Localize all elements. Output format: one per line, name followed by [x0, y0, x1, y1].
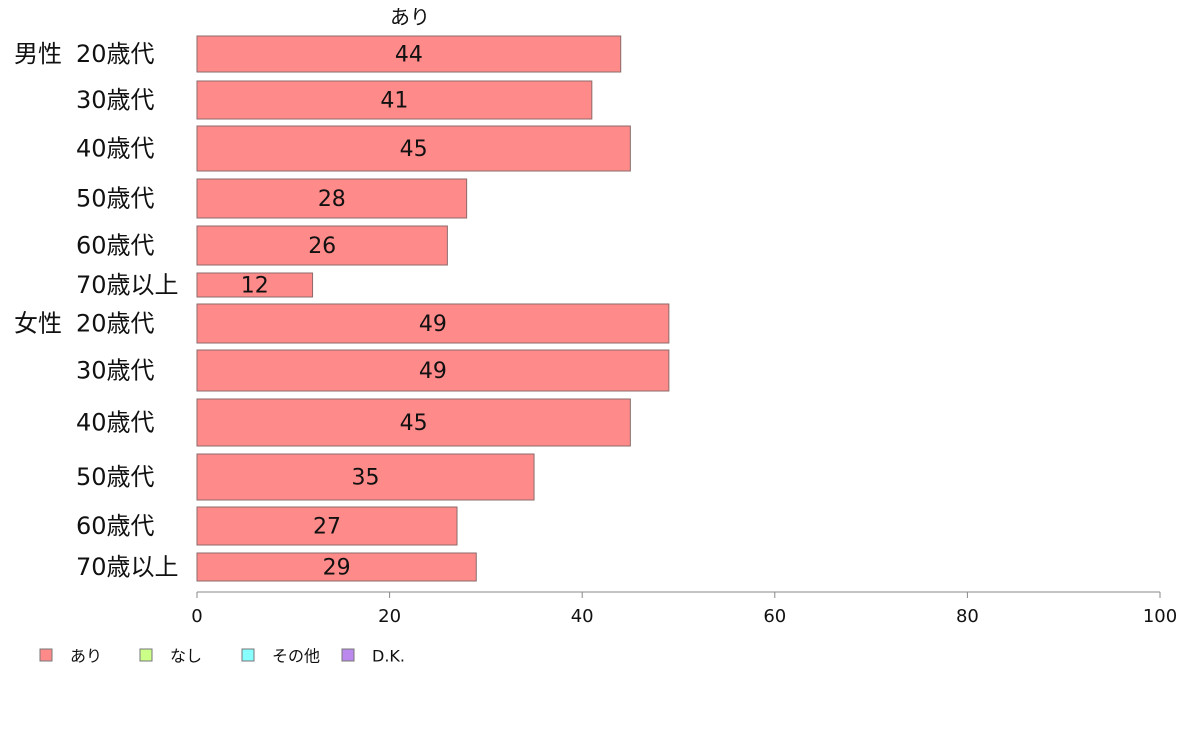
- category-label: 20歳代: [76, 40, 155, 68]
- category-label: 50歳代: [76, 463, 155, 491]
- category-label: 20歳代: [76, 310, 155, 338]
- category-label: 30歳代: [76, 86, 155, 114]
- bar-value-label: 27: [313, 515, 341, 540]
- bar: [196, 552, 477, 582]
- x-tick-label: 100: [1143, 606, 1177, 627]
- category-labels: 20歳代男性30歳代40歳代50歳代60歳代70歳以上20歳代女性30歳代40歳…: [14, 40, 179, 581]
- bar: [196, 125, 631, 172]
- legend: あり なし その他 D.K.: [39, 647, 405, 666]
- x-tick-label: 0: [191, 606, 202, 627]
- x-tick-label: 40: [571, 606, 594, 627]
- bar-value-label: 49: [419, 312, 447, 337]
- bars-layer: 44 41 45 28 26 12 49 49 45 35 27 29: [196, 35, 670, 582]
- bar-value-label: 45: [400, 137, 428, 162]
- legend-swatch: [241, 648, 255, 662]
- legend-label: なし: [170, 647, 202, 666]
- category-label: 60歳代: [76, 512, 155, 540]
- legend-swatch: [139, 648, 153, 662]
- group-label: 男性: [14, 40, 62, 68]
- category-label: 30歳代: [76, 357, 155, 385]
- bar-value-label: 26: [308, 234, 336, 259]
- bar: [196, 506, 458, 546]
- bar-value-label: 44: [395, 43, 423, 68]
- bar-value-label: 35: [352, 466, 380, 491]
- legend-swatch: [39, 648, 53, 662]
- x-tick-label: 20: [378, 606, 401, 627]
- x-tick-label: 80: [956, 606, 979, 627]
- legend-label: その他: [272, 647, 320, 666]
- category-label: 40歳代: [76, 409, 155, 437]
- x-tick-label: 60: [763, 606, 786, 627]
- bar-value-label: 12: [241, 274, 269, 299]
- category-label: 60歳代: [76, 232, 155, 260]
- category-label: 50歳代: [76, 185, 155, 213]
- bar: [196, 178, 468, 219]
- category-label: 70歳以上: [76, 553, 179, 581]
- group-label: 女性: [14, 310, 62, 338]
- bar: [196, 453, 535, 501]
- legend-label: D.K.: [372, 647, 405, 666]
- legend-label: あり: [70, 647, 102, 666]
- category-label: 70歳以上: [76, 271, 179, 299]
- bar-value-label: 49: [419, 359, 447, 384]
- bar-value-label: 45: [400, 411, 428, 436]
- chart-title: あり: [390, 5, 430, 29]
- bar: [196, 398, 631, 447]
- bar: [196, 349, 670, 392]
- legend-swatch: [341, 648, 355, 662]
- bar: [196, 80, 593, 120]
- category-label: 40歳代: [76, 135, 155, 163]
- bar-value-label: 29: [323, 556, 351, 581]
- bar-value-label: 41: [380, 89, 408, 114]
- x-axis: 0 20 40 60 80 100: [191, 591, 1177, 627]
- bar: [196, 303, 670, 344]
- bar: [196, 272, 314, 298]
- bar-value-label: 28: [318, 187, 346, 212]
- bar: [196, 225, 448, 266]
- bar: [196, 35, 622, 73]
